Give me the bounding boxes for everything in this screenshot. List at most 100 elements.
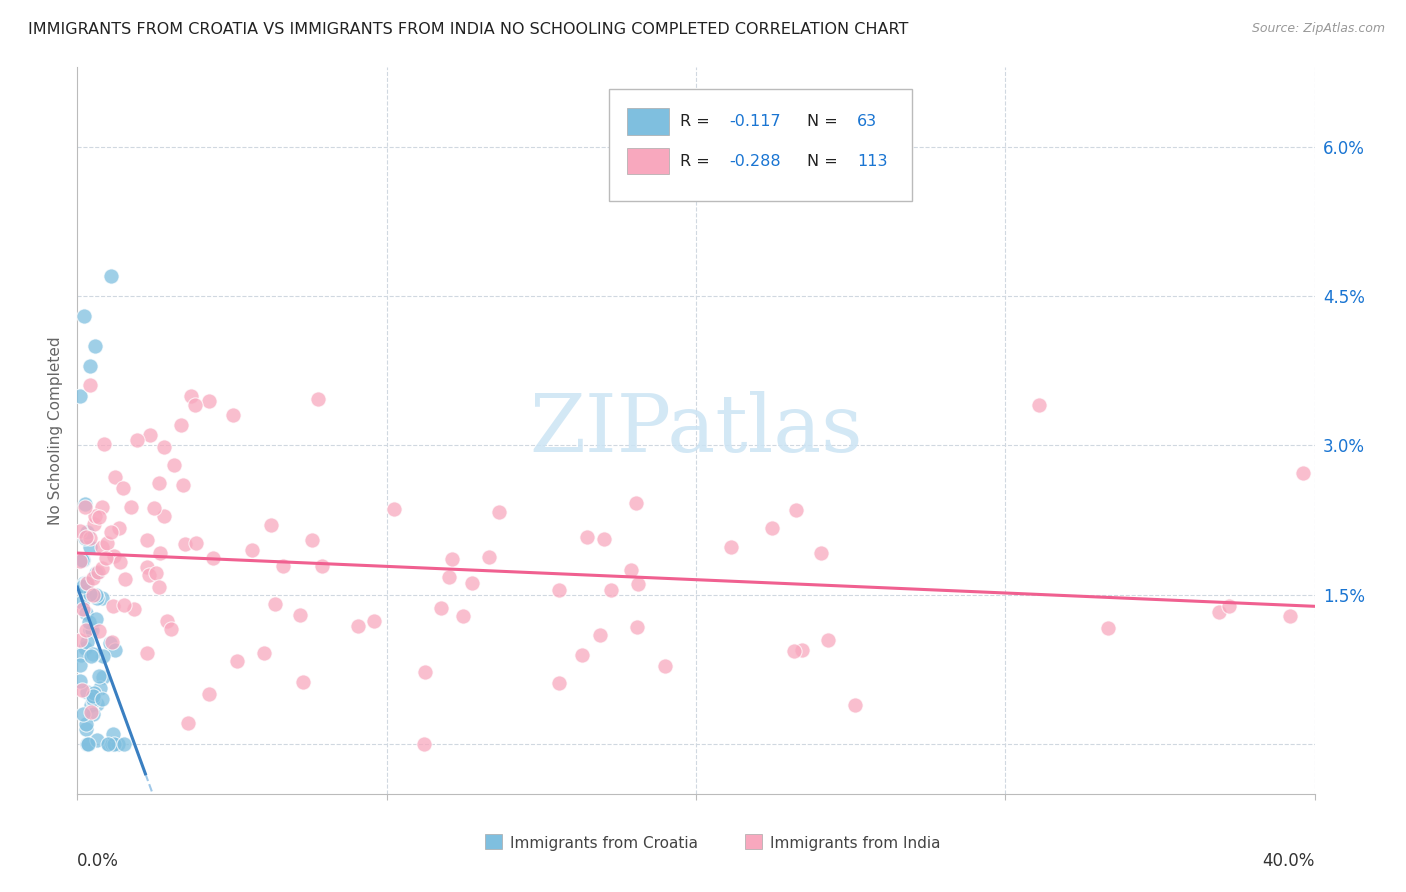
Point (363, 614, 385, 628)
Point (72, 582, 94, 597)
Bar (745, 834, 762, 849)
FancyBboxPatch shape (627, 148, 669, 175)
Text: ZIPatlas: ZIPatlas (529, 392, 863, 469)
Point (73, 575, 96, 590)
Point (91, 541, 114, 555)
Point (1292, 467, 1315, 481)
Point (290, 607, 312, 622)
Point (87, 668, 110, 682)
Point (152, 440, 174, 454)
Point (301, 533, 323, 547)
Point (120, 500, 142, 514)
Point (76, 607, 98, 621)
Point (76, 737, 98, 751)
Point (87, 510, 110, 524)
Point (84, 508, 107, 523)
Point (73, 641, 96, 656)
Point (576, 531, 599, 545)
Point (82, 647, 104, 661)
Point (83, 686, 105, 700)
Point (222, 409, 245, 423)
Point (97, 737, 120, 751)
Point (202, 550, 225, 565)
Point (112, 737, 135, 751)
Point (79, 587, 101, 601)
Y-axis label: No Schooling Completed: No Schooling Completed (48, 336, 63, 524)
Point (108, 521, 131, 535)
Point (478, 549, 501, 564)
Point (73, 584, 96, 599)
Point (1218, 599, 1240, 613)
Point (82, 694, 104, 708)
Point (1028, 399, 1050, 413)
Text: Immigrants from Croatia: Immigrants from Croatia (510, 837, 699, 851)
Point (145, 566, 167, 580)
Point (82, 588, 104, 602)
Point (138, 567, 160, 582)
Point (100, 268, 122, 283)
Point (488, 505, 510, 519)
Point (75, 575, 97, 590)
Point (785, 503, 807, 517)
Point (225, 654, 247, 668)
Text: 0.0%: 0.0% (77, 852, 120, 870)
Point (89, 624, 111, 638)
Point (93, 436, 115, 450)
Point (84, 611, 107, 625)
Point (76, 576, 98, 591)
Point (160, 622, 183, 636)
Point (80, 705, 103, 719)
Point (104, 643, 127, 657)
Point (72, 602, 94, 616)
Point (108, 555, 131, 569)
Point (172, 478, 194, 492)
Point (593, 532, 616, 546)
Point (79, 623, 101, 637)
Point (599, 582, 621, 597)
Point (103, 726, 125, 740)
Point (103, 737, 125, 751)
Point (440, 552, 463, 566)
Point (83, 339, 105, 353)
Text: 40.0%: 40.0% (1263, 852, 1315, 870)
Text: IMMIGRANTS FROM CROATIA VS IMMIGRANTS FROM INDIA NO SCHOOLING COMPLETED CORRELAT: IMMIGRANTS FROM CROATIA VS IMMIGRANTS FR… (28, 22, 908, 37)
Point (79, 377, 101, 392)
Point (76, 635, 98, 649)
Point (91, 692, 114, 706)
Point (413, 665, 436, 680)
Point (169, 418, 191, 433)
Point (1097, 621, 1119, 635)
Point (75, 717, 97, 731)
Point (810, 546, 832, 560)
Point (240, 543, 263, 558)
Point (69, 554, 91, 568)
Point (817, 632, 839, 647)
Point (86, 588, 108, 602)
Point (72, 579, 94, 593)
Point (347, 618, 370, 632)
Point (177, 715, 200, 730)
Text: N =: N = (807, 154, 844, 169)
Point (720, 540, 742, 554)
Point (98, 636, 121, 650)
Point (162, 458, 184, 472)
Text: R =: R = (681, 154, 714, 169)
Point (86, 733, 108, 747)
Text: 113: 113 (856, 154, 887, 169)
Point (76, 737, 98, 751)
Point (80, 649, 103, 664)
Point (844, 698, 866, 712)
Point (91, 591, 114, 606)
Point (89, 681, 111, 695)
Point (547, 676, 569, 690)
Point (82, 571, 104, 585)
Point (69, 388, 91, 402)
Point (91, 560, 114, 574)
Point (260, 518, 283, 533)
Point (624, 496, 647, 510)
Point (654, 658, 676, 673)
Point (79, 359, 101, 373)
Point (125, 433, 148, 447)
Point (149, 545, 172, 559)
Point (439, 569, 461, 583)
